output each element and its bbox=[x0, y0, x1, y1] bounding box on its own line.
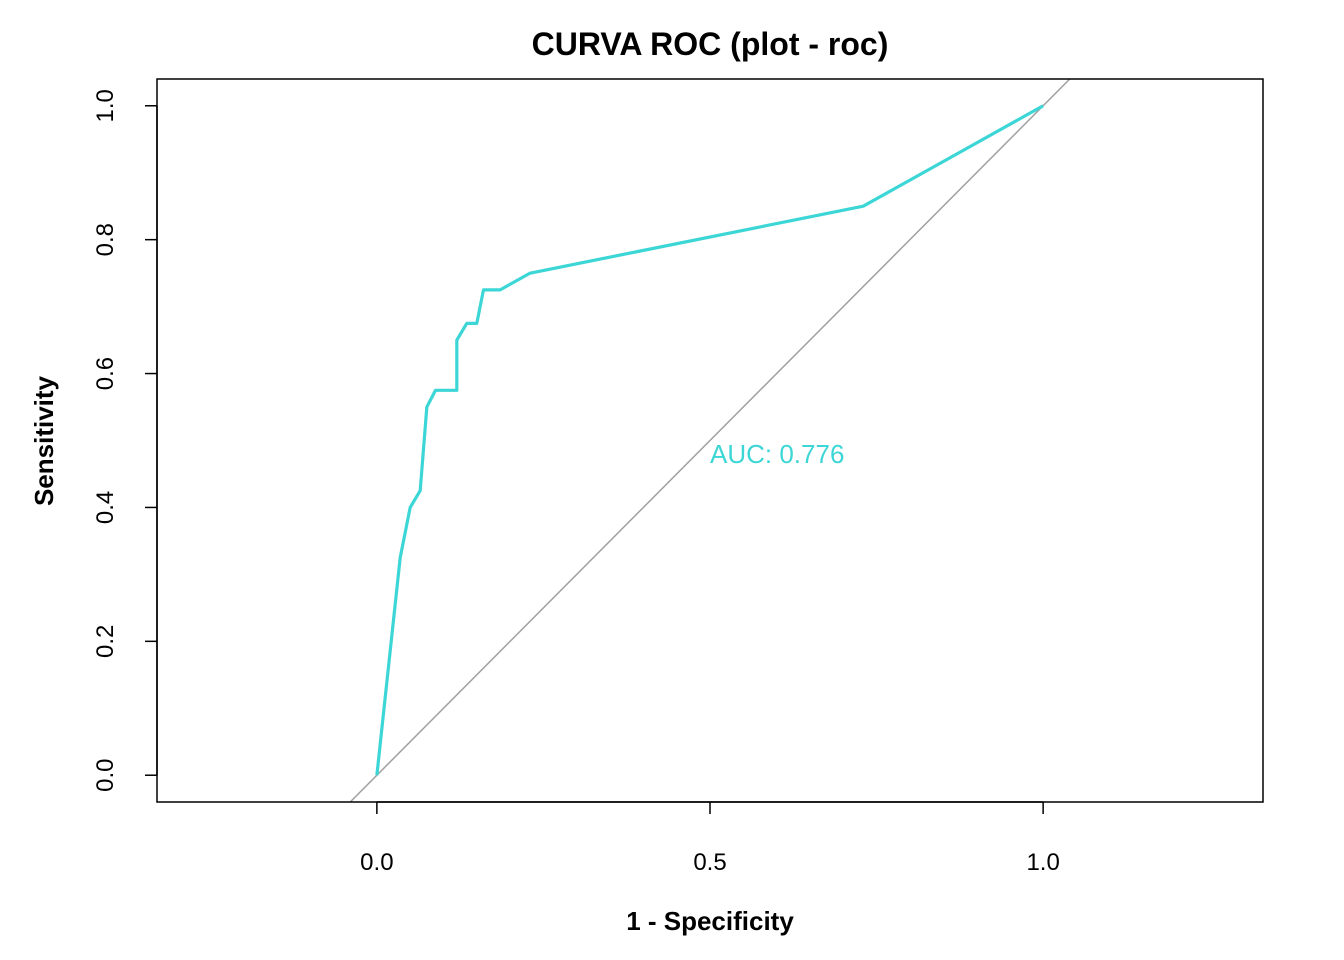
y-tick-label: 0.2 bbox=[92, 625, 119, 658]
plot-area: AUC: 0.776 bbox=[349, 79, 1071, 802]
x-tick-label: 1.0 bbox=[1026, 849, 1059, 876]
x-axis: 0.0 0.5 1.0 bbox=[360, 801, 1060, 876]
reference-diagonal-line bbox=[349, 79, 1071, 802]
y-tick-label: 0.8 bbox=[92, 223, 119, 256]
roc-curve-line bbox=[375, 104, 1044, 776]
y-tick-label: 0.4 bbox=[92, 491, 119, 524]
chart-title: CURVA ROC (plot - roc) bbox=[532, 26, 889, 62]
y-axis: 0.0 0.2 0.4 0.6 0.8 1.0 bbox=[92, 89, 158, 792]
x-tick-label: 0.5 bbox=[693, 849, 726, 876]
auc-label: AUC: 0.776 bbox=[710, 439, 844, 469]
x-axis-title: 1 - Specificity bbox=[626, 906, 794, 936]
y-axis-title: Sensitivity bbox=[29, 375, 59, 506]
y-tick-label: 1.0 bbox=[92, 89, 119, 122]
y-tick-label: 0.6 bbox=[92, 357, 119, 390]
y-tick-label: 0.0 bbox=[92, 759, 119, 792]
x-tick-label: 0.0 bbox=[360, 849, 393, 876]
